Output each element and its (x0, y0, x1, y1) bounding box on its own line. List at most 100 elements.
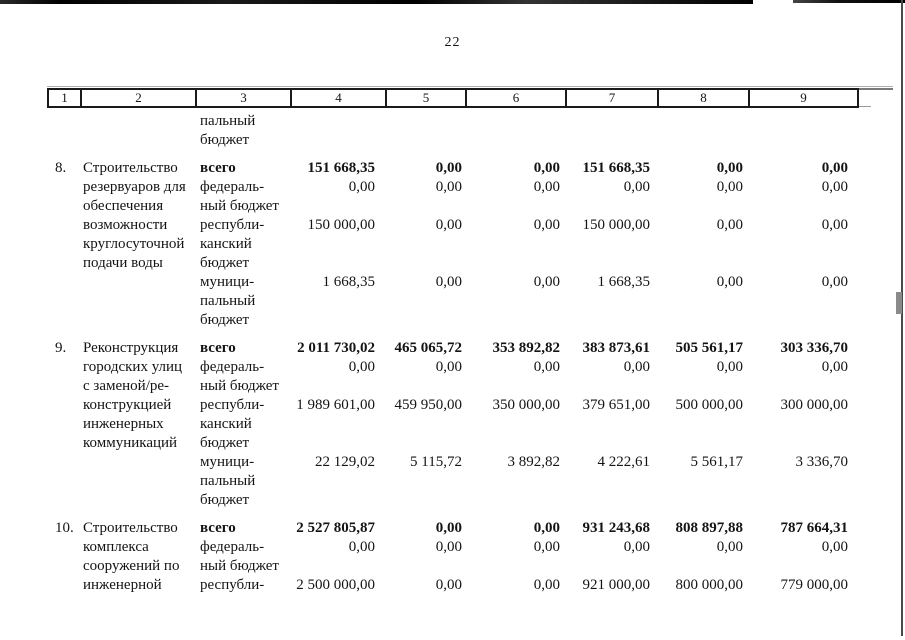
amount-col-5: 465 065,72 (394, 340, 463, 356)
row-number (47, 576, 80, 595)
row-number (47, 472, 80, 491)
amount-col-4 (290, 235, 385, 254)
amount-col-4 (290, 491, 385, 510)
amount-col-6: 0,00 (533, 359, 560, 375)
budget-level: пальный (200, 473, 256, 489)
amount-col-6 (465, 434, 565, 453)
amount-col-9 (748, 254, 857, 273)
budget-level: республи- (200, 217, 265, 233)
row-number (47, 396, 80, 415)
amount-col-6: 350 000,00 (492, 397, 561, 413)
amount-col-9 (748, 292, 857, 311)
amount-col-4 (290, 557, 385, 576)
amount-col-5 (385, 112, 465, 131)
amount-col-4 (290, 131, 385, 150)
table-line: круглосуточной канский (47, 235, 859, 254)
amount-col-9: 0,00 (821, 274, 848, 290)
amount-col-6 (465, 197, 565, 216)
amount-col-5 (385, 377, 465, 396)
table-line: с заменой/ре-ный бюджет (47, 377, 859, 396)
amount-col-6 (465, 415, 565, 434)
column-header-7: 7 (567, 90, 659, 106)
amount-col-5 (385, 415, 465, 434)
amount-col-8 (657, 311, 748, 330)
amount-col-5: 0,00 (435, 520, 462, 536)
budget-level: всего (200, 520, 236, 536)
amount-col-7 (565, 491, 657, 510)
row-number (47, 311, 80, 330)
budget-level: федераль- (200, 359, 265, 375)
row-number (47, 254, 80, 273)
row-number (47, 491, 80, 510)
table-line: сооружений по ный бюджет (47, 557, 859, 576)
amount-col-4: 0,00 (348, 539, 375, 555)
amount-col-8 (657, 415, 748, 434)
amount-col-9 (748, 491, 857, 510)
amount-col-9: 0,00 (821, 179, 848, 195)
project-name: городских улиц (83, 359, 183, 375)
table-body: пальный бюджет 8. Строительство всего 151 668… (47, 112, 859, 595)
amount-col-7 (565, 472, 657, 491)
amount-col-5 (385, 557, 465, 576)
amount-col-7 (565, 557, 657, 576)
amount-col-4: 0,00 (348, 359, 375, 375)
budget-level: республи- (200, 577, 265, 593)
column-header-6: 6 (467, 90, 567, 106)
row-number (47, 415, 80, 434)
table-line: муници- 22 129,02 5 115,72 3 892,82 4 222,61… (47, 453, 859, 472)
project-name: конструкцией (83, 397, 172, 413)
budget-level: пальный (200, 293, 256, 309)
column-header-2: 2 (82, 90, 197, 106)
amount-col-9: 300 000,00 (780, 397, 849, 413)
amount-col-9 (748, 131, 857, 150)
table-line: 10. Строительство всего 2 527 805,87 0,00 0,0… (47, 519, 859, 538)
amount-col-7: 921 000,00 (582, 577, 651, 593)
table-header-row: 1 2 3 4 5 6 7 8 9 (47, 88, 859, 108)
project-name (80, 491, 195, 510)
scan-line-above-header (47, 86, 893, 87)
scan-line-header-extension (857, 88, 893, 90)
row-number: 9. (55, 340, 67, 356)
project-name: Реконструкция (83, 340, 179, 356)
amount-col-8 (657, 131, 748, 150)
amount-col-6 (465, 472, 565, 491)
project-name (80, 112, 195, 131)
amount-col-6 (465, 557, 565, 576)
project-name (80, 273, 195, 292)
amount-col-8: 0,00 (716, 217, 743, 233)
amount-col-9: 779 000,00 (780, 577, 849, 593)
amount-col-8: 5 561,17 (690, 454, 744, 470)
row-number (47, 453, 80, 472)
budget-level: муници- (200, 454, 255, 470)
amount-col-5: 0,00 (435, 577, 462, 593)
amount-col-8 (657, 197, 748, 216)
amount-col-4 (290, 197, 385, 216)
amount-col-5 (385, 254, 465, 273)
column-header-1: 1 (49, 90, 82, 106)
amount-col-9: 0,00 (821, 539, 848, 555)
row-number (47, 538, 80, 557)
table-line: 9. Реконструкция всего 2 011 730,02 465 065,… (47, 339, 859, 358)
amount-col-7: 151 668,35 (582, 160, 651, 176)
column-header-9: 9 (750, 90, 859, 106)
row-number (47, 557, 80, 576)
amount-col-6: 0,00 (533, 520, 560, 536)
table-line: пальный (47, 292, 859, 311)
row-number (47, 377, 80, 396)
amount-col-6 (465, 131, 565, 150)
table-line: обеспечения ный бюджет (47, 197, 859, 216)
table-line: подачи воды бюджет (47, 254, 859, 273)
table-line: бюджет (47, 311, 859, 330)
budget-level: ный бюджет (200, 198, 279, 214)
table-line: бюджет (47, 491, 859, 510)
amount-col-8 (657, 377, 748, 396)
table-line: возможности республи- 150 000,00 0,00 0,00 15… (47, 216, 859, 235)
amount-col-5 (385, 472, 465, 491)
amount-col-9 (748, 112, 857, 131)
amount-col-7: 4 222,61 (597, 454, 651, 470)
project-name: Строительство (83, 160, 178, 176)
amount-col-6 (465, 377, 565, 396)
table-line: инженерной республи- 2 500 000,00 0,00 0,00 9… (47, 576, 859, 595)
amount-col-5: 459 950,00 (394, 397, 463, 413)
